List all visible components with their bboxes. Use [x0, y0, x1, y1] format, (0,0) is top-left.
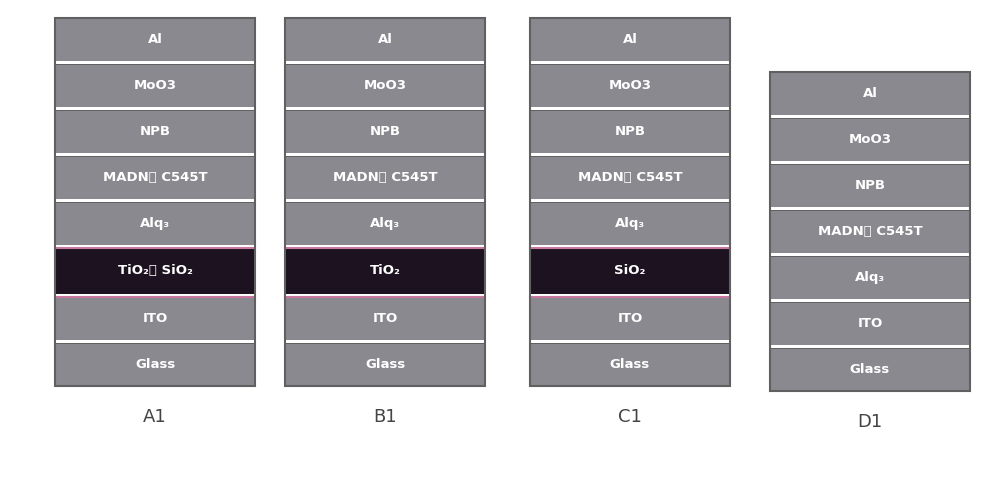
Text: B1: B1 [373, 408, 397, 426]
Text: Al: Al [148, 33, 162, 46]
Text: ITO: ITO [857, 317, 883, 330]
Text: Alq₃: Alq₃ [140, 217, 170, 230]
Bar [285, 110, 485, 153]
Text: TiO₂: TiO₂ [370, 265, 400, 277]
Bar [770, 118, 970, 161]
Bar [55, 18, 255, 61]
Text: D1: D1 [857, 413, 883, 431]
Text: NPB: NPB [140, 125, 170, 138]
Bar [55, 248, 255, 294]
Text: Glass: Glass [135, 358, 175, 371]
Text: Al: Al [623, 33, 637, 46]
Bar [55, 297, 255, 340]
Text: MoO3: MoO3 [364, 79, 406, 92]
Text: MADN： C545T: MADN： C545T [818, 225, 922, 238]
Bar [530, 18, 730, 386]
Text: MADN： C545T: MADN： C545T [578, 171, 682, 184]
Bar [530, 202, 730, 245]
Bar [55, 110, 255, 153]
Bar [285, 297, 485, 340]
Text: A1: A1 [143, 408, 167, 426]
Bar [770, 72, 970, 115]
Text: Glass: Glass [610, 358, 650, 371]
Text: NPB: NPB [370, 125, 400, 138]
Text: MoO3: MoO3 [134, 79, 176, 92]
Text: C1: C1 [618, 408, 642, 426]
Bar [55, 202, 255, 245]
Text: NPB: NPB [614, 125, 646, 138]
Text: TiO₂： SiO₂: TiO₂： SiO₂ [118, 265, 192, 277]
Bar [285, 343, 485, 386]
Bar [55, 18, 255, 386]
Bar [285, 18, 485, 386]
Bar [770, 348, 970, 391]
Bar [285, 248, 485, 294]
Bar [530, 297, 730, 340]
Text: MADN： C545T: MADN： C545T [333, 171, 437, 184]
Bar [285, 18, 485, 61]
Text: ITO: ITO [372, 312, 398, 325]
Text: Al: Al [378, 33, 392, 46]
Bar [770, 210, 970, 253]
Bar [285, 156, 485, 199]
Bar [55, 64, 255, 107]
Bar [530, 64, 730, 107]
Text: ITO: ITO [617, 312, 643, 325]
Bar [285, 64, 485, 107]
Bar [55, 156, 255, 199]
Text: MADN： C545T: MADN： C545T [103, 171, 207, 184]
Text: Glass: Glass [850, 363, 890, 376]
Bar [770, 256, 970, 299]
Text: ITO: ITO [142, 312, 168, 325]
Text: MoO3: MoO3 [848, 133, 892, 146]
Text: Al: Al [863, 87, 877, 100]
Text: SiO₂: SiO₂ [614, 265, 646, 277]
Text: Alq₃: Alq₃ [855, 271, 885, 284]
Bar [530, 343, 730, 386]
Text: MoO3: MoO3 [608, 79, 652, 92]
Bar [530, 18, 730, 61]
Bar [55, 343, 255, 386]
Text: NPB: NPB [854, 179, 886, 192]
Bar [530, 248, 730, 294]
Text: Alq₃: Alq₃ [615, 217, 645, 230]
Bar [770, 72, 970, 391]
Bar [770, 164, 970, 207]
Text: Glass: Glass [365, 358, 405, 371]
Bar [530, 110, 730, 153]
Bar [530, 156, 730, 199]
Text: Alq₃: Alq₃ [370, 217, 400, 230]
Bar [770, 302, 970, 345]
Bar [285, 202, 485, 245]
